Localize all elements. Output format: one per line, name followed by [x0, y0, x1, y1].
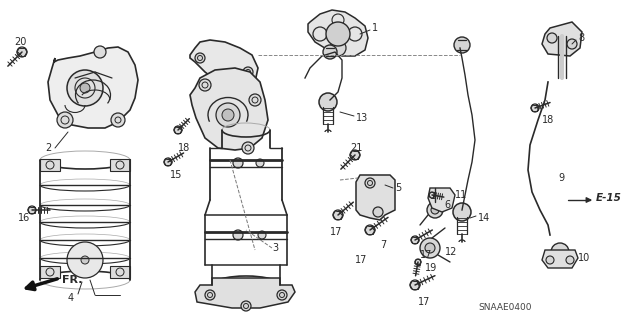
Text: 18: 18 [178, 143, 190, 153]
Text: 4: 4 [68, 293, 74, 303]
Text: 14: 14 [478, 213, 490, 223]
Circle shape [373, 207, 383, 217]
Circle shape [67, 70, 103, 106]
Polygon shape [48, 47, 138, 128]
Circle shape [242, 142, 254, 154]
Text: 9: 9 [558, 173, 564, 183]
Text: 13: 13 [356, 113, 368, 123]
Circle shape [233, 158, 243, 168]
Text: 1: 1 [372, 23, 378, 33]
Text: 17: 17 [418, 297, 430, 307]
Circle shape [454, 37, 470, 53]
Text: 20: 20 [14, 37, 26, 47]
Circle shape [28, 206, 36, 214]
Text: 7: 7 [380, 240, 387, 250]
Text: 17: 17 [420, 250, 433, 260]
Circle shape [453, 203, 471, 221]
Circle shape [567, 39, 577, 49]
Text: 19: 19 [425, 263, 437, 273]
Text: 3: 3 [272, 243, 278, 253]
Circle shape [216, 103, 240, 127]
Text: 16: 16 [18, 213, 30, 223]
Text: E-15: E-15 [596, 193, 622, 203]
Circle shape [17, 47, 27, 57]
Text: 2: 2 [45, 143, 51, 153]
Circle shape [330, 40, 346, 56]
Circle shape [323, 45, 337, 59]
Text: 21: 21 [350, 143, 362, 153]
Circle shape [546, 256, 554, 264]
Circle shape [566, 256, 574, 264]
Circle shape [326, 22, 350, 46]
Circle shape [429, 192, 435, 198]
Polygon shape [40, 266, 60, 278]
Circle shape [410, 280, 420, 290]
Polygon shape [308, 10, 368, 56]
Circle shape [67, 242, 103, 278]
Circle shape [415, 259, 421, 265]
Polygon shape [40, 159, 60, 171]
Circle shape [277, 290, 287, 300]
Polygon shape [190, 40, 258, 88]
Circle shape [531, 104, 539, 112]
Polygon shape [428, 188, 455, 212]
Circle shape [241, 301, 251, 311]
Circle shape [333, 210, 343, 220]
Circle shape [365, 225, 375, 235]
Circle shape [249, 94, 261, 106]
Text: 11: 11 [455, 190, 467, 200]
Text: 17: 17 [330, 227, 342, 237]
Circle shape [547, 33, 557, 43]
Circle shape [199, 79, 211, 91]
Circle shape [205, 290, 215, 300]
Circle shape [427, 202, 443, 218]
Polygon shape [190, 68, 268, 150]
Polygon shape [110, 159, 130, 171]
Circle shape [431, 206, 439, 214]
Circle shape [164, 158, 172, 166]
Circle shape [365, 178, 375, 188]
Polygon shape [110, 266, 130, 278]
Circle shape [425, 243, 435, 253]
Circle shape [258, 231, 266, 239]
Polygon shape [195, 278, 295, 308]
Text: 12: 12 [445, 247, 458, 257]
Text: 8: 8 [578, 33, 584, 43]
Circle shape [233, 230, 243, 240]
Circle shape [94, 46, 106, 58]
Circle shape [81, 256, 89, 264]
Circle shape [350, 150, 360, 160]
Text: 6: 6 [444, 200, 450, 210]
Polygon shape [542, 250, 578, 268]
Circle shape [174, 126, 182, 134]
Text: 5: 5 [395, 183, 401, 193]
Circle shape [411, 236, 419, 244]
Circle shape [195, 53, 205, 63]
Circle shape [319, 93, 337, 111]
Text: SNAAE0400: SNAAE0400 [478, 303, 531, 313]
Circle shape [420, 238, 440, 258]
Circle shape [222, 109, 234, 121]
Circle shape [551, 243, 569, 261]
Text: 15: 15 [170, 170, 182, 180]
Circle shape [57, 112, 73, 128]
Polygon shape [542, 22, 582, 56]
Text: 10: 10 [578, 253, 590, 263]
Circle shape [256, 159, 264, 167]
Polygon shape [356, 175, 395, 220]
Circle shape [243, 67, 253, 77]
Text: FR.: FR. [62, 275, 83, 285]
Circle shape [80, 83, 90, 93]
Text: 18: 18 [542, 115, 554, 125]
Circle shape [111, 113, 125, 127]
Text: 17: 17 [355, 255, 367, 265]
